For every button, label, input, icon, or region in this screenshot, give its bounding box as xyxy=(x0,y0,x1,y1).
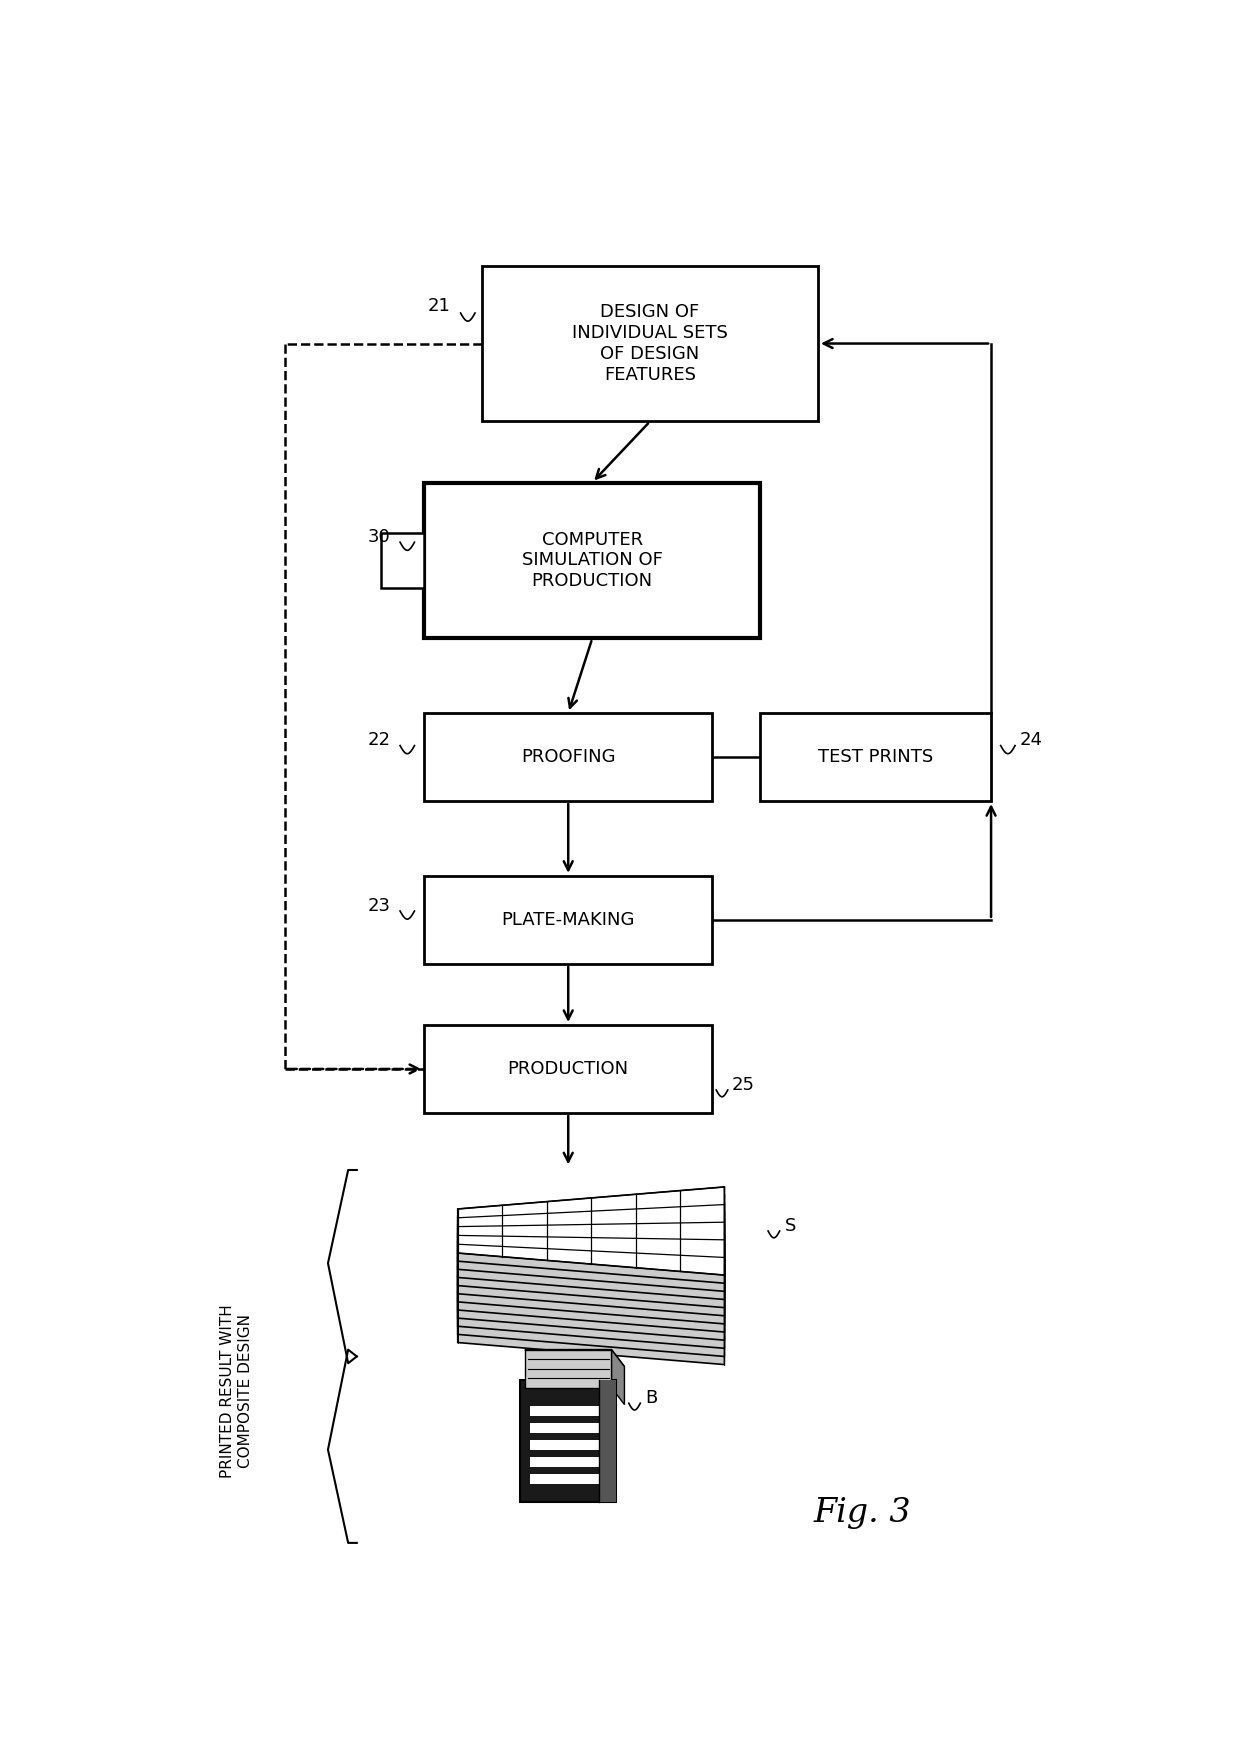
Text: 24: 24 xyxy=(1019,731,1043,748)
Bar xyxy=(760,713,991,801)
Text: PRODUCTION: PRODUCTION xyxy=(507,1060,629,1078)
Polygon shape xyxy=(458,1236,724,1324)
Bar xyxy=(381,534,424,588)
Polygon shape xyxy=(458,1252,724,1340)
Polygon shape xyxy=(458,1219,724,1308)
Polygon shape xyxy=(525,1349,625,1367)
Text: PRINTED RESULT WITH
COMPOSITE DESIGN: PRINTED RESULT WITH COMPOSITE DESIGN xyxy=(221,1305,253,1477)
Text: TEST PRINTS: TEST PRINTS xyxy=(818,748,934,766)
Bar xyxy=(424,483,760,639)
Polygon shape xyxy=(458,1243,724,1331)
Text: S: S xyxy=(785,1217,796,1234)
Polygon shape xyxy=(458,1203,724,1291)
Bar xyxy=(424,713,713,801)
Text: COMPUTER
SIMULATION OF
PRODUCTION: COMPUTER SIMULATION OF PRODUCTION xyxy=(522,530,662,590)
Bar xyxy=(529,1423,606,1433)
Bar xyxy=(529,1405,606,1416)
Text: Fig. 3: Fig. 3 xyxy=(813,1497,911,1529)
Polygon shape xyxy=(458,1277,724,1365)
Polygon shape xyxy=(458,1196,724,1284)
Polygon shape xyxy=(611,1349,625,1405)
Text: PROOFING: PROOFING xyxy=(521,748,615,766)
Polygon shape xyxy=(458,1212,724,1300)
Bar xyxy=(481,266,818,421)
Text: PLATE-MAKING: PLATE-MAKING xyxy=(501,910,635,928)
Text: 25: 25 xyxy=(732,1076,755,1094)
Polygon shape xyxy=(458,1268,724,1356)
Polygon shape xyxy=(458,1261,724,1349)
Bar xyxy=(521,1381,616,1502)
Text: 23: 23 xyxy=(367,896,391,914)
Polygon shape xyxy=(458,1227,724,1315)
Polygon shape xyxy=(458,1187,724,1275)
Bar xyxy=(529,1440,606,1449)
Text: 21: 21 xyxy=(428,298,451,315)
Bar xyxy=(529,1474,606,1485)
Bar xyxy=(424,1025,713,1113)
Bar xyxy=(599,1381,616,1502)
Text: 30: 30 xyxy=(368,528,391,546)
Text: DESIGN OF
INDIVIDUAL SETS
OF DESIGN
FEATURES: DESIGN OF INDIVIDUAL SETS OF DESIGN FEAT… xyxy=(572,303,728,384)
Bar xyxy=(529,1456,606,1467)
Text: 22: 22 xyxy=(367,731,391,748)
Bar xyxy=(424,875,713,963)
Polygon shape xyxy=(525,1349,611,1388)
Text: B: B xyxy=(645,1389,657,1407)
